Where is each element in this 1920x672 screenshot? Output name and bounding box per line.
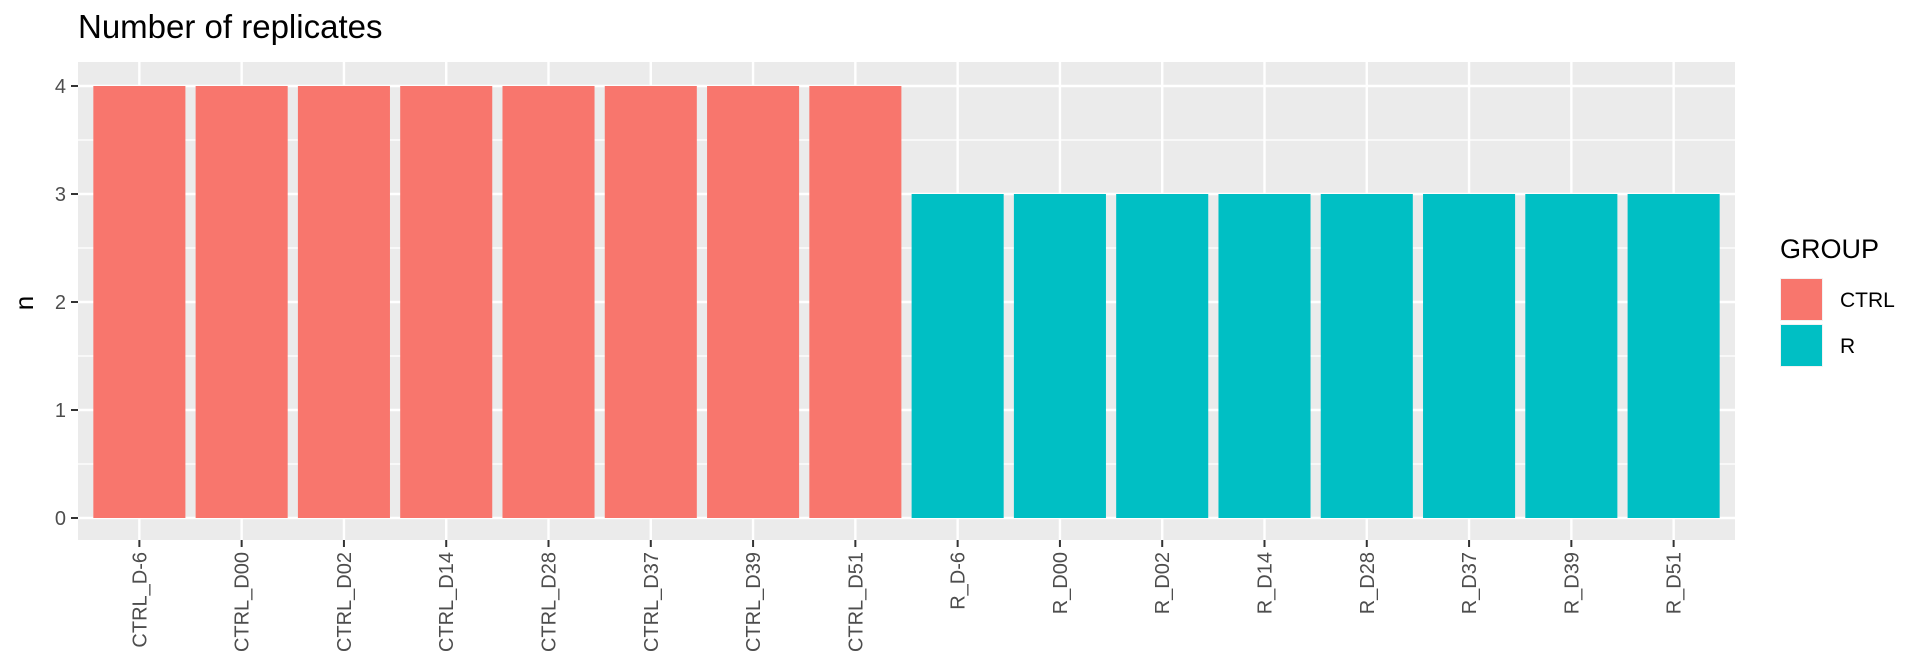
y-tick-label: 0 (55, 508, 66, 530)
x-tick-label: R_D02 (1152, 552, 1174, 614)
bar-ctrl-d28 (502, 86, 595, 518)
x-tick-label: CTRL_D39 (743, 552, 765, 652)
legend-title: GROUP (1780, 234, 1879, 264)
y-tick-label: 2 (55, 292, 66, 314)
bar-ctrl-d00 (195, 86, 288, 518)
bar-ctrl-d51 (809, 86, 902, 518)
x-tick-label: CTRL_D14 (436, 552, 458, 652)
legend-label-r: R (1840, 335, 1855, 358)
x-tick-label: R_D51 (1664, 552, 1686, 614)
legend-swatch-ctrl (1781, 279, 1822, 320)
y-tick-label: 4 (55, 76, 66, 98)
bar-r-d28 (1320, 194, 1413, 518)
bar-ctrl-d-6 (93, 86, 186, 518)
bar-ctrl-d39 (707, 86, 800, 518)
y-axis: 0 1 2 3 4 (55, 76, 78, 530)
bar-ctrl-d37 (604, 86, 697, 518)
bar-r-d51 (1627, 194, 1720, 518)
x-tick-label: R_D39 (1561, 552, 1583, 614)
x-tick-label: CTRL_D02 (334, 552, 356, 652)
bar-r-d00 (1013, 194, 1106, 518)
chart-title: Number of replicates (78, 8, 382, 45)
x-tick-label: CTRL_D-6 (129, 552, 151, 648)
x-tick-label: R_D28 (1357, 552, 1379, 614)
y-tick-label: 3 (55, 184, 66, 206)
x-tick-label: R_D00 (1050, 552, 1072, 614)
legend-swatch-r (1781, 325, 1822, 366)
bar-series (93, 86, 1720, 518)
x-tick-label: R_D-6 (948, 552, 970, 610)
bar-r-d39 (1525, 194, 1618, 518)
x-tick-label: CTRL_D28 (539, 552, 561, 652)
x-tick-label: R_D14 (1254, 552, 1276, 614)
legend: GROUP CTRL R (1780, 234, 1895, 367)
x-axis: CTRL_D-6 CTRL_D00 CTRL_D02 CTRL_D14 CTRL_D28… (129, 540, 1686, 652)
bar-ctrl-d14 (400, 86, 493, 518)
y-tick-label: 1 (55, 400, 66, 422)
x-tick-label: CTRL_D51 (845, 552, 867, 652)
y-axis-title: n (9, 296, 39, 310)
bar-r-d14 (1218, 194, 1311, 518)
bar-r-d37 (1423, 194, 1516, 518)
bar-r-d-6 (911, 194, 1004, 518)
x-tick-label: CTRL_D00 (232, 552, 254, 652)
x-tick-label: R_D37 (1459, 552, 1481, 614)
legend-label-ctrl: CTRL (1840, 289, 1895, 312)
bar-r-d02 (1116, 194, 1209, 518)
x-tick-label: CTRL_D37 (641, 552, 663, 652)
bar-ctrl-d02 (297, 86, 390, 518)
